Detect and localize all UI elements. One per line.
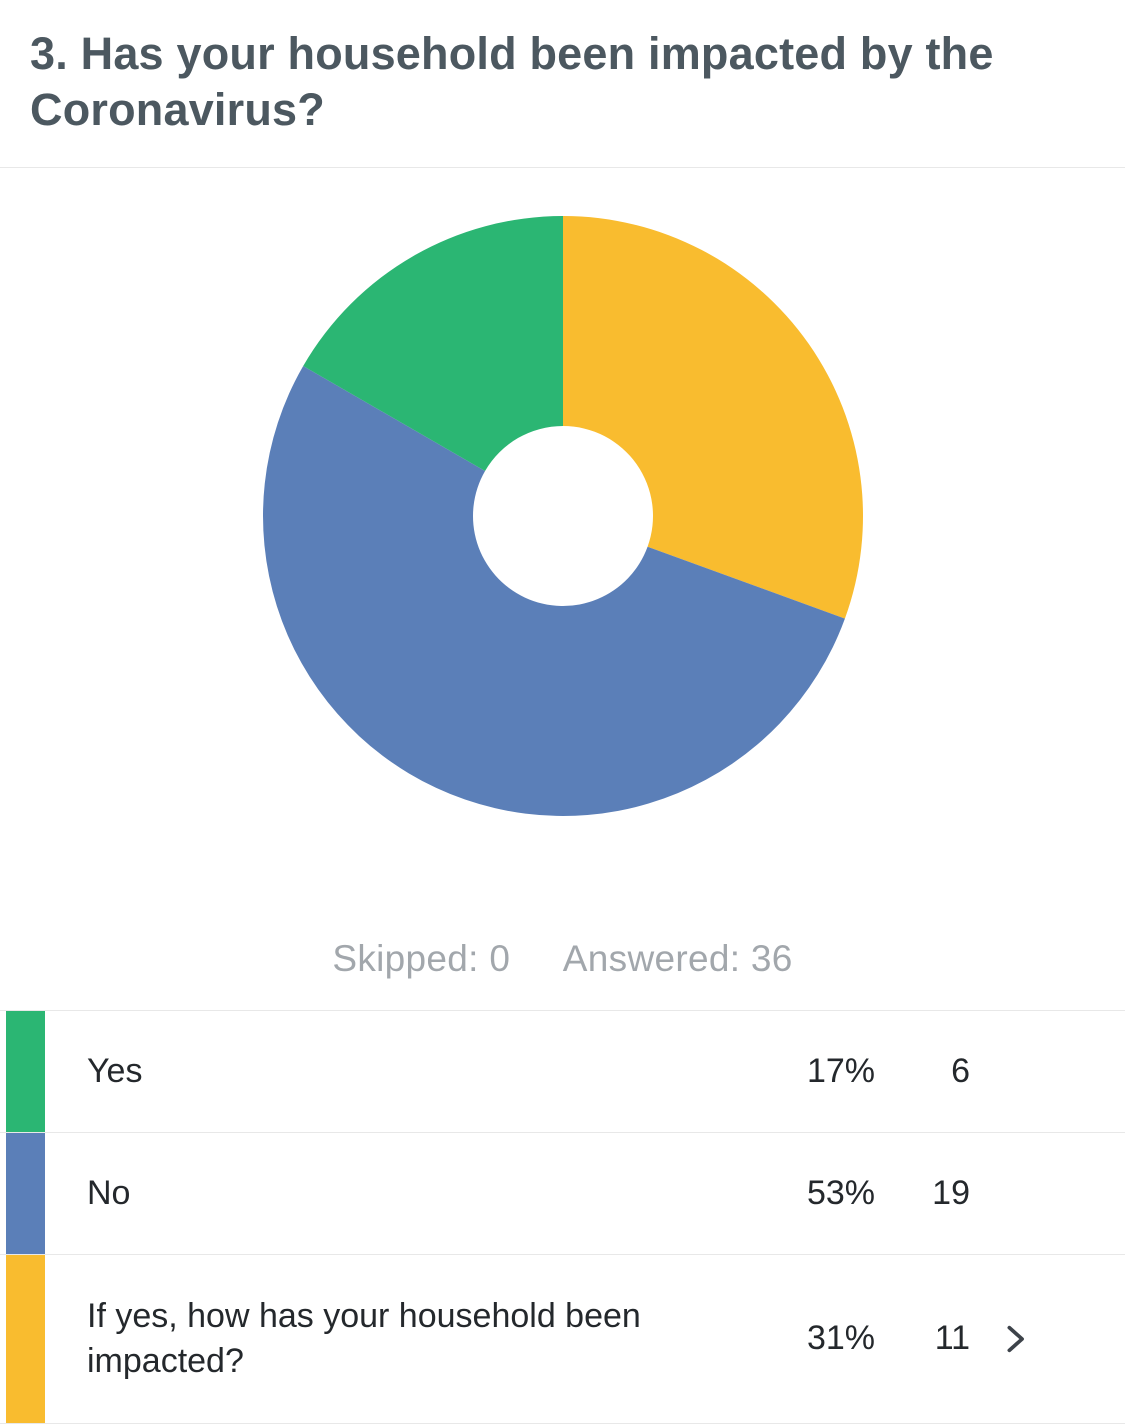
- answer-percent: 53%: [806, 1173, 875, 1212]
- response-stats: Skipped: 0 Answered: 36: [0, 938, 1125, 980]
- answer-count: 19: [932, 1173, 970, 1212]
- answers-table: Yes 17% 6 No 53% 19 If yes, how has your…: [0, 1009, 1125, 1424]
- question-header: 3. Has your household been impacted by t…: [0, 0, 1125, 139]
- answer-label: If yes, how has your household been impa…: [87, 1296, 641, 1380]
- donut-chart: [262, 215, 863, 816]
- answer-row-if-yes[interactable]: If yes, how has your household been impa…: [0, 1254, 1125, 1423]
- chevron-right-icon[interactable]: [970, 1317, 1032, 1361]
- answer-row-no: No 53% 19: [0, 1132, 1125, 1255]
- answer-count: 6: [951, 1051, 970, 1090]
- answer-swatch-no: [6, 1132, 45, 1254]
- answer-count: 11: [934, 1319, 970, 1357]
- answer-row-yes: Yes 17% 6: [0, 1010, 1125, 1133]
- answer-percent: 31%: [806, 1319, 875, 1357]
- skipped-stat: Skipped: 0: [332, 937, 511, 979]
- answered-stat: Answered: 36: [562, 937, 793, 979]
- pie-slice-no[interactable]: [262, 365, 845, 816]
- pie-slice-if-yes-how-has-your-hous[interactable]: [562, 215, 863, 619]
- header-divider: [0, 166, 1125, 168]
- answer-label: Yes: [87, 1051, 143, 1090]
- answer-label: No: [87, 1173, 131, 1212]
- pie-slice-yes[interactable]: [302, 215, 563, 471]
- answer-swatch-yes: [6, 1010, 45, 1132]
- answer-swatch-if-yes: [6, 1254, 45, 1423]
- donut-chart-svg: [262, 215, 863, 816]
- chart-section: [0, 168, 1125, 816]
- question-title: 3. Has your household been impacted by t…: [30, 28, 994, 136]
- answer-percent: 17%: [806, 1051, 875, 1090]
